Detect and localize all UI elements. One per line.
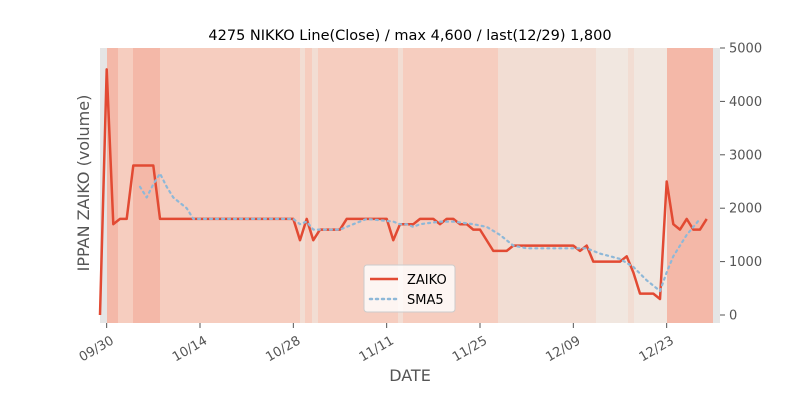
background-band (398, 48, 403, 323)
y-tick-label: 4000 (729, 95, 762, 110)
x-tick-label: 12/09 (543, 333, 583, 365)
y-tick-label: 0 (729, 309, 737, 324)
x-tick-label: 12/23 (637, 333, 677, 365)
legend: ZAIKO SMA5 (363, 264, 456, 313)
x-tick-label: 11/11 (357, 333, 397, 365)
background-band (312, 48, 318, 323)
background-band (118, 48, 133, 323)
x-axis-label: DATE (389, 366, 431, 385)
background-band (300, 48, 305, 323)
series-line-zaiko (98, 68, 708, 316)
x-tick-label: 11/25 (450, 333, 490, 365)
y-tick-label: 3000 (729, 148, 762, 163)
background-band (596, 48, 628, 323)
series-line-sma5 (138, 172, 702, 293)
background-band (160, 48, 300, 323)
background-band (628, 48, 634, 323)
background-band (667, 48, 713, 323)
background-band (305, 48, 312, 323)
y-tick-label: 1000 (729, 255, 762, 270)
legend-sma5-label: SMA5 (407, 293, 444, 308)
y-tick-label: 2000 (729, 202, 762, 217)
y-axis-label: IPPAN ZAIKO (volume) (74, 95, 93, 272)
y-tick-label: 5000 (729, 42, 762, 57)
x-tick-label: 10/28 (263, 333, 303, 365)
legend-box (363, 264, 456, 313)
background-bands (100, 48, 720, 323)
series-layer (98, 68, 708, 316)
x-tick-label: 10/14 (170, 333, 210, 365)
chart-title: 4275 NIKKO Line(Close) / max 4,600 / las… (208, 28, 611, 44)
legend-zaiko-label: ZAIKO (407, 273, 447, 288)
x-tick-label: 09/30 (77, 333, 117, 365)
background-band (498, 48, 596, 323)
